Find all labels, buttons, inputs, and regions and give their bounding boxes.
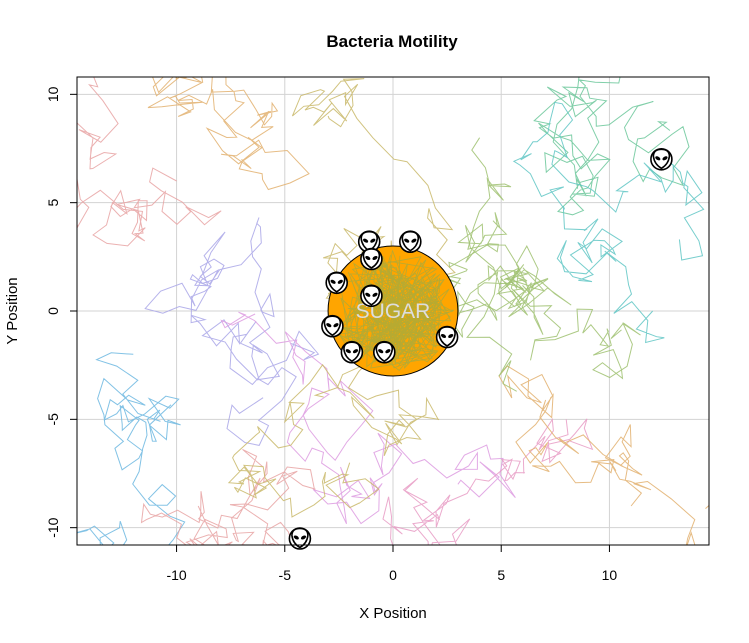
y-tick-label: 0 — [45, 307, 61, 315]
alien-face-icon — [340, 340, 364, 364]
x-tick-label: 10 — [602, 567, 618, 583]
bacteria-trail — [453, 212, 572, 392]
x-tick-label: -10 — [166, 567, 186, 583]
alien-face-icon — [360, 284, 383, 308]
bacteria-trail — [533, 77, 690, 216]
bacteria-trail — [77, 352, 186, 545]
bacteria-trail — [498, 365, 709, 545]
bacteria-trail — [438, 137, 641, 380]
bacteria-trail — [147, 77, 310, 191]
bacteria-trail — [382, 418, 594, 545]
bacteria-trail — [144, 217, 320, 446]
bacteria-markers — [288, 148, 673, 550]
bacteria-trail — [227, 363, 440, 518]
y-axis: -10 -5 0 5 10 — [45, 86, 77, 538]
alien-face-icon — [325, 271, 349, 295]
alien-face-icon — [360, 247, 383, 271]
grid-lines — [77, 77, 709, 545]
x-axis: -10 -5 0 5 10 — [166, 545, 617, 583]
bacteria-trail — [140, 448, 316, 545]
x-tick-label: -5 — [279, 567, 292, 583]
alien-face-icon — [321, 314, 344, 338]
sugar-trail-mesh — [333, 250, 455, 372]
y-axis-label: Y Position — [4, 277, 21, 344]
x-tick-label: 5 — [497, 567, 505, 583]
y-tick-label: 10 — [45, 86, 61, 102]
alien-face-icon — [398, 230, 422, 253]
bacteria-trail — [512, 101, 705, 344]
alien-face-icon — [650, 148, 673, 171]
bacteria-trail — [220, 311, 516, 525]
alien-face-icon — [435, 325, 459, 349]
alien-face-icon — [288, 527, 312, 550]
chart-title: Bacteria Motility — [326, 32, 458, 51]
y-tick-label: -10 — [45, 517, 61, 537]
y-tick-label: -5 — [45, 413, 61, 426]
motility-trails — [77, 77, 709, 545]
x-tick-label: 0 — [389, 567, 397, 583]
bacteria-trail — [77, 77, 222, 247]
y-tick-label: 5 — [45, 199, 61, 207]
alien-face-icon — [372, 340, 396, 364]
x-axis-label: X Position — [359, 605, 427, 622]
